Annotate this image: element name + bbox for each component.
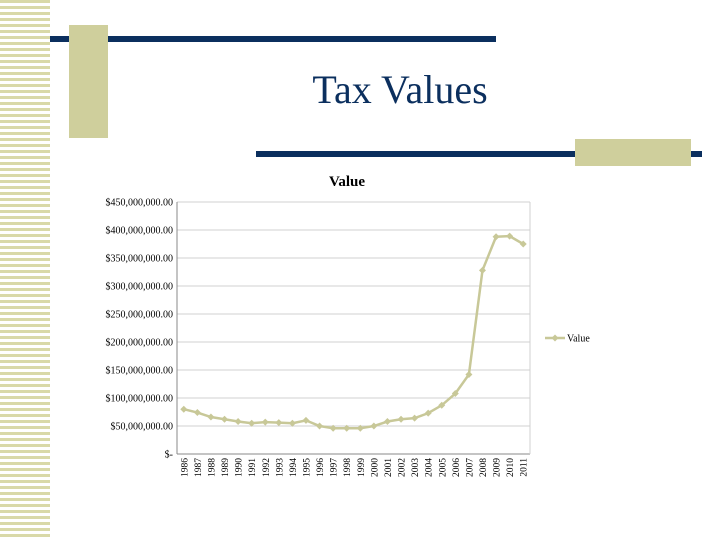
- top-rule: [50, 36, 496, 42]
- legend-swatch-marker: [551, 334, 559, 342]
- chart-title: Value: [329, 174, 365, 190]
- data-point: [261, 418, 269, 426]
- y-tick-label: $450,000,000.00: [106, 198, 174, 209]
- series-layer: [180, 232, 527, 432]
- bottom-rule: [256, 151, 702, 157]
- x-tick-label: 2005: [438, 458, 448, 477]
- data-point: [343, 424, 351, 432]
- line-chart: Value $- $50,000,000.00 $100,000,000.00 $15…: [106, 174, 591, 477]
- x-tick-label: 2007: [465, 458, 475, 477]
- data-point: [465, 370, 473, 378]
- data-point: [316, 422, 324, 430]
- gridlines: [177, 201, 531, 455]
- y-tick-label: $150,000,000.00: [106, 366, 174, 377]
- x-tick-label: 2006: [452, 458, 462, 477]
- data-point: [193, 409, 201, 417]
- data-point: [207, 413, 215, 421]
- data-point: [478, 266, 486, 274]
- data-point: [356, 424, 364, 432]
- x-tick-label: 2003: [411, 458, 421, 477]
- x-tick-label: 2000: [370, 458, 380, 477]
- data-point: [492, 233, 500, 241]
- data-point: [397, 415, 405, 423]
- data-point: [411, 414, 419, 422]
- data-point: [519, 240, 527, 248]
- legend: Value: [545, 334, 590, 345]
- x-tick-label: 1989: [221, 458, 231, 477]
- data-point: [288, 419, 296, 427]
- data-point: [438, 401, 446, 409]
- bottom-accent-block: [575, 139, 691, 166]
- data-point: [221, 415, 229, 423]
- y-tick-label: $50,000,000.00: [111, 422, 174, 433]
- x-tick-label: 2001: [384, 458, 394, 477]
- top-accent-block: [69, 25, 108, 138]
- x-tick-label: 1994: [289, 458, 299, 477]
- y-tick-label: $300,000,000.00: [106, 282, 174, 293]
- data-point: [506, 232, 514, 240]
- y-tick-label: $400,000,000.00: [106, 226, 174, 237]
- data-point: [370, 422, 378, 430]
- page-title: Tax Values: [312, 67, 488, 112]
- x-tick-label: 1993: [275, 458, 285, 477]
- x-tick-label: 2002: [398, 458, 408, 477]
- x-tick-label: 2010: [506, 458, 516, 477]
- x-tick-label: 2008: [479, 458, 489, 477]
- x-tick-label: 2011: [520, 458, 530, 477]
- x-tick-label: 1991: [248, 458, 258, 477]
- y-tick-label: $350,000,000.00: [106, 254, 174, 265]
- x-tick-label: 2004: [425, 458, 435, 477]
- x-tick-label: 1999: [357, 458, 367, 477]
- y-tick-label: $100,000,000.00: [106, 394, 174, 405]
- data-point: [329, 424, 337, 432]
- data-point: [451, 390, 459, 398]
- y-axis: $- $50,000,000.00 $100,000,000.00 $150,000,…: [106, 198, 178, 461]
- data-point: [302, 416, 310, 424]
- x-tick-label: 1996: [316, 458, 326, 477]
- decorative-stripes: [0, 0, 50, 540]
- y-tick-label: $-: [165, 450, 173, 461]
- data-point: [248, 419, 256, 427]
- data-point: [180, 405, 188, 413]
- x-tick-label: 2009: [493, 458, 503, 477]
- x-tick-label: 1995: [302, 458, 312, 477]
- x-tick-label: 1986: [180, 458, 190, 477]
- legend-label: Value: [567, 334, 590, 345]
- x-tick-label: 1992: [262, 458, 272, 477]
- data-point: [383, 418, 391, 426]
- series-line: [183, 234, 524, 430]
- x-tick-label: 1990: [235, 458, 245, 477]
- x-tick-label: 1987: [194, 458, 204, 477]
- y-tick-label: $250,000,000.00: [106, 310, 174, 321]
- x-tick-label: 1998: [343, 458, 353, 477]
- x-axis: 1986 1987 1988 1989 1990 1991 1992 1993 1994 1995…: [180, 458, 529, 477]
- data-point: [424, 409, 432, 417]
- y-tick-label: $200,000,000.00: [106, 338, 174, 349]
- x-tick-label: 1997: [330, 458, 340, 477]
- x-tick-label: 1988: [207, 458, 217, 477]
- data-point: [275, 419, 283, 427]
- data-point: [234, 418, 242, 426]
